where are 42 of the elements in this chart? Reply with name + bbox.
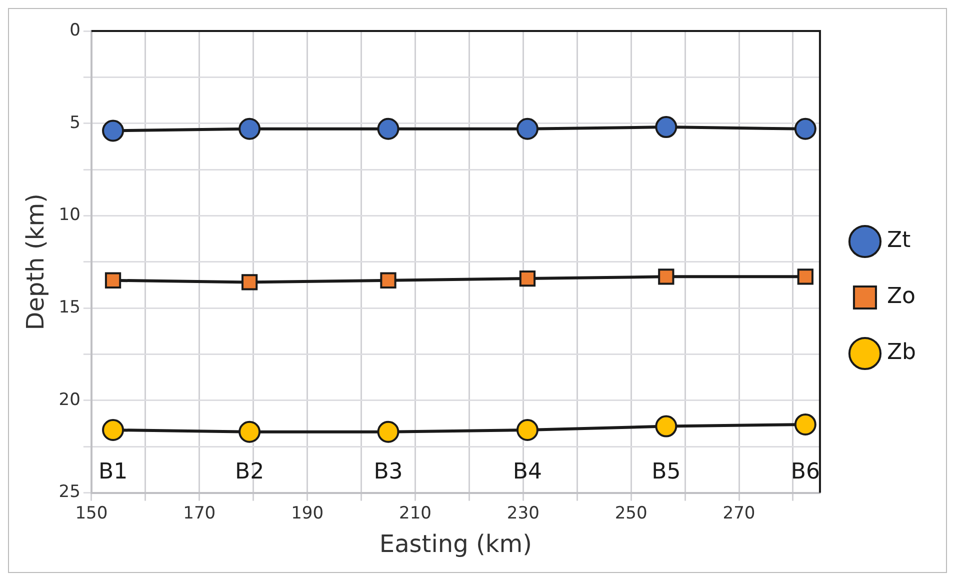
- x-tick-label: 270: [722, 503, 756, 524]
- y-tick-label: 0: [70, 20, 80, 40]
- point: [377, 118, 400, 140]
- point: [655, 415, 678, 438]
- y-tick-label: 5: [70, 112, 80, 133]
- annotation: B3: [374, 460, 403, 485]
- annotation: B4: [512, 460, 542, 485]
- legend-label: Zt: [886, 228, 912, 254]
- y-tick-label: 10: [58, 205, 80, 226]
- annotation: B1: [98, 460, 128, 485]
- y-tick-label: 15: [58, 298, 80, 318]
- point: [519, 270, 536, 287]
- x-tick-label: 170: [183, 503, 216, 524]
- point: [241, 274, 258, 290]
- point: [380, 272, 396, 288]
- point: [516, 418, 538, 441]
- annotation: B6: [790, 460, 820, 485]
- point: [794, 118, 816, 140]
- point: [516, 118, 538, 140]
- point: [238, 118, 261, 140]
- x-tick-label: 190: [291, 503, 324, 524]
- legend-label: Zb: [886, 340, 916, 366]
- point: [104, 272, 122, 288]
- point: [102, 120, 124, 142]
- y-axis-title: Depth (km): [22, 194, 50, 330]
- point: [102, 418, 124, 441]
- x-tick-label: 210: [398, 503, 432, 524]
- x-axis-title: Easting (km): [379, 530, 532, 558]
- point: [794, 413, 816, 436]
- point: [238, 420, 261, 443]
- annotation: B2: [235, 460, 264, 485]
- annotation: B5: [652, 460, 681, 485]
- y-tick-label: 20: [58, 390, 80, 410]
- x-tick-label: 230: [506, 503, 540, 524]
- legend-label: Zo: [886, 284, 916, 310]
- point: [797, 268, 814, 285]
- point: [377, 420, 400, 443]
- point: [655, 116, 678, 138]
- point: [658, 268, 674, 285]
- x-tick-label: 250: [614, 503, 648, 524]
- x-tick-label: 150: [75, 503, 108, 524]
- y-tick-label: 25: [58, 482, 80, 502]
